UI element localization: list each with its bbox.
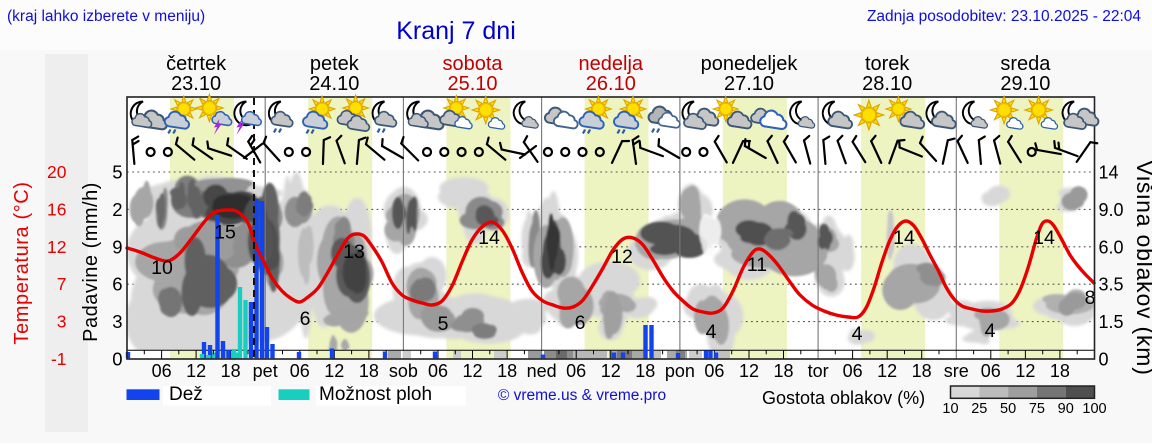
svg-text:100: 100: [1082, 401, 1106, 417]
svg-text:1.5: 1.5: [1099, 312, 1124, 332]
svg-text:12: 12: [462, 361, 482, 381]
svg-text:Padavine (mm/h): Padavine (mm/h): [80, 182, 102, 342]
svg-text:14: 14: [1099, 163, 1119, 183]
svg-text:Kranj 7 dni: Kranj 7 dni: [396, 17, 516, 45]
svg-text:12: 12: [47, 237, 66, 257]
svg-text:petek: petek: [310, 53, 360, 75]
svg-text:(kraj lahko izberete v meniju): (kraj lahko izberete v meniju): [7, 8, 205, 25]
svg-text:90: 90: [1058, 401, 1074, 417]
svg-text:29.10: 29.10: [1000, 73, 1050, 95]
svg-text:14: 14: [1033, 227, 1055, 249]
svg-text:-1: -1: [51, 349, 67, 369]
svg-text:4: 4: [852, 323, 863, 345]
svg-text:50: 50: [1000, 401, 1016, 417]
svg-text:9.0: 9.0: [1099, 200, 1124, 220]
svg-text:Gostota oblakov (%): Gostota oblakov (%): [762, 388, 925, 408]
svg-text:5: 5: [438, 313, 449, 335]
svg-text:nedelja: nedelja: [579, 53, 644, 75]
svg-text:8: 8: [1085, 287, 1096, 309]
svg-text:sreda: sreda: [1000, 53, 1051, 75]
svg-text:26.10: 26.10: [586, 73, 636, 95]
svg-text:06: 06: [981, 361, 1001, 381]
svg-text:3: 3: [57, 312, 67, 332]
svg-text:ned: ned: [527, 361, 557, 381]
svg-text:ponedeljek: ponedeljek: [701, 53, 799, 75]
svg-text:12: 12: [739, 361, 759, 381]
svg-text:sob: sob: [389, 361, 418, 381]
svg-text:0: 0: [1099, 350, 1109, 370]
svg-text:23.10: 23.10: [171, 73, 221, 95]
svg-text:pon: pon: [665, 361, 695, 381]
svg-text:9: 9: [112, 236, 122, 257]
svg-text:11: 11: [747, 254, 767, 276]
svg-text:18: 18: [359, 361, 379, 381]
svg-text:06: 06: [152, 361, 172, 381]
svg-text:6: 6: [300, 308, 311, 330]
svg-text:14: 14: [478, 227, 500, 249]
svg-text:12: 12: [877, 361, 897, 381]
svg-text:Temperatura (°C): Temperatura (°C): [11, 181, 33, 344]
svg-text:06: 06: [566, 361, 586, 381]
svg-text:27.10: 27.10: [724, 73, 774, 95]
svg-text:28.10: 28.10: [862, 73, 912, 95]
svg-text:20: 20: [47, 162, 67, 182]
svg-text:7: 7: [57, 274, 67, 294]
svg-text:Zadnja posodobitev: 23.10.2025: Zadnja posodobitev: 23.10.2025 - 22:04: [867, 8, 1141, 25]
svg-text:6: 6: [112, 274, 122, 295]
svg-text:10: 10: [151, 257, 173, 279]
svg-text:06: 06: [843, 361, 863, 381]
svg-text:6: 6: [575, 312, 586, 334]
svg-text:Dež: Dež: [169, 384, 203, 405]
svg-text:18: 18: [773, 361, 793, 381]
svg-text:12: 12: [324, 361, 344, 381]
svg-text:10: 10: [942, 401, 958, 417]
svg-text:pet: pet: [253, 361, 278, 381]
svg-text:3: 3: [112, 311, 122, 332]
svg-text:3.5: 3.5: [1099, 275, 1124, 295]
svg-text:18: 18: [221, 361, 241, 381]
svg-text:13: 13: [343, 241, 365, 263]
svg-text:06: 06: [428, 361, 448, 381]
svg-text:Možnost ploh: Možnost ploh: [319, 384, 432, 405]
svg-text:4: 4: [985, 320, 996, 342]
svg-text:© vreme.us & vreme.pro: © vreme.us & vreme.pro: [498, 387, 666, 404]
svg-text:18: 18: [912, 361, 932, 381]
svg-text:16: 16: [47, 199, 66, 219]
svg-text:sre: sre: [944, 361, 969, 381]
svg-text:5: 5: [112, 162, 122, 183]
svg-text:Višina oblakov (km): Višina oblakov (km): [1132, 160, 1152, 375]
svg-text:tor: tor: [808, 361, 829, 381]
svg-text:torek: torek: [865, 53, 910, 75]
svg-text:14: 14: [893, 227, 915, 249]
svg-text:25: 25: [971, 401, 987, 417]
svg-text:15: 15: [214, 222, 236, 244]
svg-text:18: 18: [497, 361, 517, 381]
svg-text:24.10: 24.10: [309, 73, 359, 95]
svg-text:18: 18: [635, 361, 655, 381]
svg-text:12: 12: [1015, 361, 1035, 381]
svg-text:6.0: 6.0: [1099, 237, 1124, 257]
svg-text:75: 75: [1029, 401, 1045, 417]
svg-text:12: 12: [186, 361, 206, 381]
svg-text:18: 18: [1050, 361, 1070, 381]
svg-text:0: 0: [112, 349, 122, 370]
svg-text:25.10: 25.10: [447, 73, 497, 95]
svg-text:sobota: sobota: [442, 53, 503, 75]
svg-text:12: 12: [601, 361, 621, 381]
svg-text:06: 06: [704, 361, 724, 381]
svg-text:4: 4: [706, 321, 717, 343]
svg-text:2: 2: [112, 199, 122, 220]
svg-text:12: 12: [611, 246, 633, 268]
svg-text:06: 06: [290, 361, 310, 381]
svg-text:četrtek: četrtek: [166, 53, 227, 75]
